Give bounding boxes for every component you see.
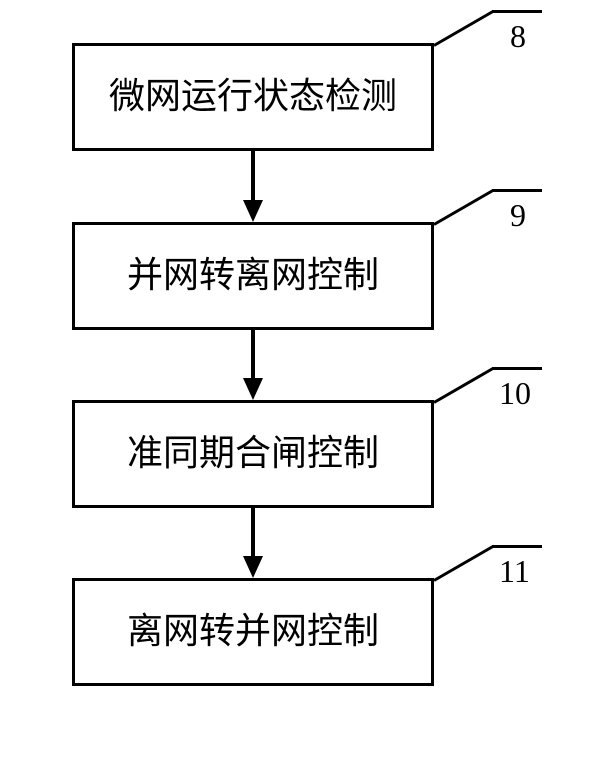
callout-line-3b <box>492 367 542 370</box>
flowchart-node-3: 准同期合闸控制 <box>72 400 434 508</box>
node-1-label: 微网运行状态检测 <box>109 75 397 118</box>
arrow-3-head <box>243 556 263 578</box>
callout-number-3: 10 <box>499 375 531 412</box>
arrow-3-line <box>251 508 255 556</box>
node-4-label: 离网转并网控制 <box>127 610 379 653</box>
callout-line-2b <box>492 189 542 192</box>
callout-line-2a <box>433 189 493 226</box>
node-2-label: 并网转离网控制 <box>127 254 379 297</box>
flowchart-node-1: 微网运行状态检测 <box>72 43 434 151</box>
callout-line-4a <box>433 545 493 582</box>
flowchart-node-2: 并网转离网控制 <box>72 222 434 330</box>
arrow-1-head <box>243 200 263 222</box>
callout-line-1a <box>433 10 493 47</box>
arrow-2-line <box>251 330 255 378</box>
callout-line-3a <box>433 367 493 404</box>
callout-number-4: 11 <box>499 553 530 590</box>
flowchart-node-4: 离网转并网控制 <box>72 578 434 686</box>
callout-line-4b <box>492 545 542 548</box>
flowchart-container: 微网运行状态检测 8 并网转离网控制 9 准同期合闸控制 10 离网转并网控制 … <box>0 0 597 772</box>
arrow-1-line <box>251 151 255 200</box>
callout-number-1: 8 <box>510 18 526 55</box>
node-3-label: 准同期合闸控制 <box>127 432 379 475</box>
arrow-2-head <box>243 378 263 400</box>
callout-number-2: 9 <box>510 197 526 234</box>
callout-line-1b <box>492 10 542 13</box>
